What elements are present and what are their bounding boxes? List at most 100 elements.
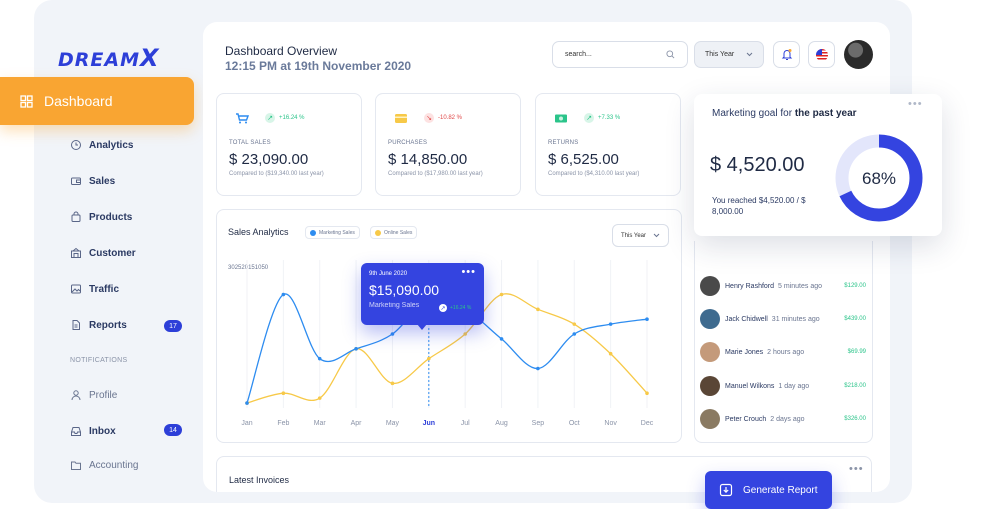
- data-point-marketing-sales: [499, 337, 504, 341]
- stat-value: $ 14,850.00: [388, 151, 468, 168]
- customer-name: Henry Rashford: [725, 282, 775, 290]
- sidebar-item-inbox[interactable]: Inbox: [70, 425, 116, 437]
- stat-trend: ↘ -10.82 %: [424, 113, 462, 123]
- data-point-marketing-sales: [317, 356, 322, 361]
- sidebar-item-products[interactable]: Products: [70, 211, 132, 223]
- sale-amount: $326.00: [844, 416, 866, 422]
- y-axis-ticks: 30 25 20 15 10 5 0: [228, 265, 268, 271]
- notification-button[interactable]: [773, 41, 800, 68]
- sidebar-item-label: Profile: [89, 389, 118, 401]
- sale-time: 5 minutes ago: [778, 282, 823, 290]
- period-select[interactable]: This Year: [694, 41, 764, 68]
- avatar: [700, 376, 720, 396]
- sidebar-section-label: NOTIFICATIONS: [70, 357, 128, 364]
- reports-badge: 17: [164, 320, 182, 332]
- y-tick: 20: [241, 265, 249, 271]
- x-tick-label: Nov: [604, 420, 617, 427]
- list-item[interactable]: Marie Jones 2 hours ago $69.99: [700, 342, 870, 362]
- language-button[interactable]: [808, 41, 835, 68]
- download-icon: [719, 483, 733, 497]
- y-tick: 5: [261, 265, 265, 271]
- search-placeholder: search...: [565, 51, 592, 58]
- search-icon[interactable]: [666, 50, 675, 59]
- series-line-online-sales: [246, 293, 648, 404]
- recent-sales-list: Henry Rashford 5 minutes ago $129.00 Jack …: [694, 241, 873, 443]
- main-panel: Dashboard Overview 12:15 PM at 19th Nove…: [203, 22, 890, 492]
- sidebar-item-reports[interactable]: Reports: [70, 319, 127, 331]
- data-point-marketing-sales: [281, 292, 286, 297]
- sales-line-chart[interactable]: Jan Feb Mar Apr May Jun Jul Aug Sep Oct Nov Dec: [217, 210, 683, 444]
- bell-icon: [781, 49, 792, 60]
- sales-analytics-card: Sales Analytics Marketing Sales Online S…: [216, 209, 682, 443]
- legend-marketing-sales[interactable]: Marketing Sales: [305, 226, 360, 239]
- stat-trend: ↗ +7.33 %: [584, 113, 620, 123]
- legend-label: Online Sales: [384, 229, 413, 236]
- y-tick: 10: [254, 265, 262, 271]
- more-icon[interactable]: •••: [908, 98, 923, 110]
- stat-trend-value: +16.24 %: [279, 115, 305, 121]
- stat-value: $ 23,090.00: [229, 151, 309, 168]
- list-item[interactable]: Peter Crouch 2 days ago $326.00: [700, 409, 870, 429]
- data-point-marketing-sales: [536, 366, 540, 371]
- marketing-goal-card: Marketing goal for the past year ••• $ 4…: [694, 94, 942, 236]
- sale-amount: $69.99: [847, 349, 866, 355]
- customer-name: Marie Jones: [725, 348, 764, 356]
- user-avatar[interactable]: [844, 40, 873, 69]
- list-item[interactable]: Jack Chidwell 31 minutes ago $439.00: [700, 309, 870, 329]
- sidebar-item-profile[interactable]: Profile: [70, 389, 117, 401]
- sidebar-item-label: Customer: [89, 247, 136, 259]
- chart-period-select[interactable]: This Year: [612, 224, 669, 247]
- data-point-online-sales: [645, 391, 649, 395]
- building-icon: [71, 247, 81, 258]
- sidebar-item-dashboard[interactable]: Dashboard: [0, 77, 194, 125]
- x-tick-label: Aug: [495, 420, 508, 427]
- stat-label: PURCHASES: [388, 140, 428, 146]
- arrow-up-icon: ↗: [439, 304, 447, 312]
- card-icon: [395, 114, 407, 123]
- goal-note: You reached $4,520.00 / $ 8,000.00: [712, 196, 806, 216]
- data-point-online-sales: [427, 356, 431, 361]
- sidebar-item-analytics[interactable]: Analytics: [70, 139, 133, 151]
- chart-title: Sales Analytics: [228, 227, 289, 237]
- stat-compare: Compared to ($19,340.00 last year): [229, 171, 324, 177]
- sale-time: 31 minutes ago: [771, 315, 820, 323]
- y-tick: 25: [234, 265, 242, 271]
- brand-logo[interactable]: DREAMX: [58, 44, 160, 72]
- list-item[interactable]: Manuel Wilkons 1 day ago $218.00: [700, 376, 870, 396]
- customer-name: Manuel Wilkons: [725, 382, 775, 390]
- stat-card-returns: ↗ +7.33 % RETURNS $ 6,525.00 Compared to …: [535, 93, 681, 196]
- sidebar-item-customer[interactable]: Customer: [70, 247, 136, 259]
- tooltip-label: Marketing Sales: [369, 302, 420, 309]
- arrow-down-icon: ↘: [424, 113, 434, 123]
- chevron-down-icon: [746, 52, 753, 57]
- data-point-online-sales: [317, 396, 322, 400]
- stat-label: RETURNS: [548, 140, 579, 146]
- sidebar-item-label: Traffic: [89, 283, 120, 295]
- data-point-marketing-sales: [354, 347, 358, 351]
- search-input[interactable]: search...: [552, 41, 688, 68]
- tooltip-trend-value: +16.24 %: [450, 305, 472, 311]
- sidebar-item-sales[interactable]: Sales: [70, 175, 115, 187]
- legend-swatch: [375, 229, 381, 236]
- donut-progress: [835, 134, 923, 222]
- stat-compare: Compared to ($17,980.00 last year): [388, 171, 483, 177]
- invoices-title: Latest Invoices: [229, 475, 290, 485]
- legend-online-sales[interactable]: Online Sales: [370, 226, 418, 239]
- us-flag-icon: [815, 48, 828, 61]
- x-tick-label: Dec: [641, 420, 654, 427]
- chart-tooltip: 9th June 2020 $15,090.00 Marketing Sales…: [361, 263, 484, 325]
- x-tick-label: Oct: [569, 420, 580, 427]
- more-icon[interactable]: •••: [849, 463, 864, 475]
- sidebar-item-label: Inbox: [89, 425, 116, 437]
- generate-report-button[interactable]: Generate Report: [705, 471, 832, 509]
- list-item[interactable]: Henry Rashford 5 minutes ago $129.00: [700, 276, 870, 296]
- sidebar-item-accounting[interactable]: Accounting: [70, 459, 138, 471]
- data-point-marketing-sales: [245, 401, 249, 405]
- document-icon: [72, 320, 80, 330]
- more-icon[interactable]: •••: [461, 266, 476, 278]
- avatar: [700, 276, 720, 296]
- stat-trend-value: -10.82 %: [438, 115, 463, 121]
- sidebar-item-traffic[interactable]: Traffic: [70, 283, 119, 295]
- tooltip-date: 9th June 2020: [369, 271, 408, 277]
- stat-label: TOTAL SALES: [229, 140, 271, 146]
